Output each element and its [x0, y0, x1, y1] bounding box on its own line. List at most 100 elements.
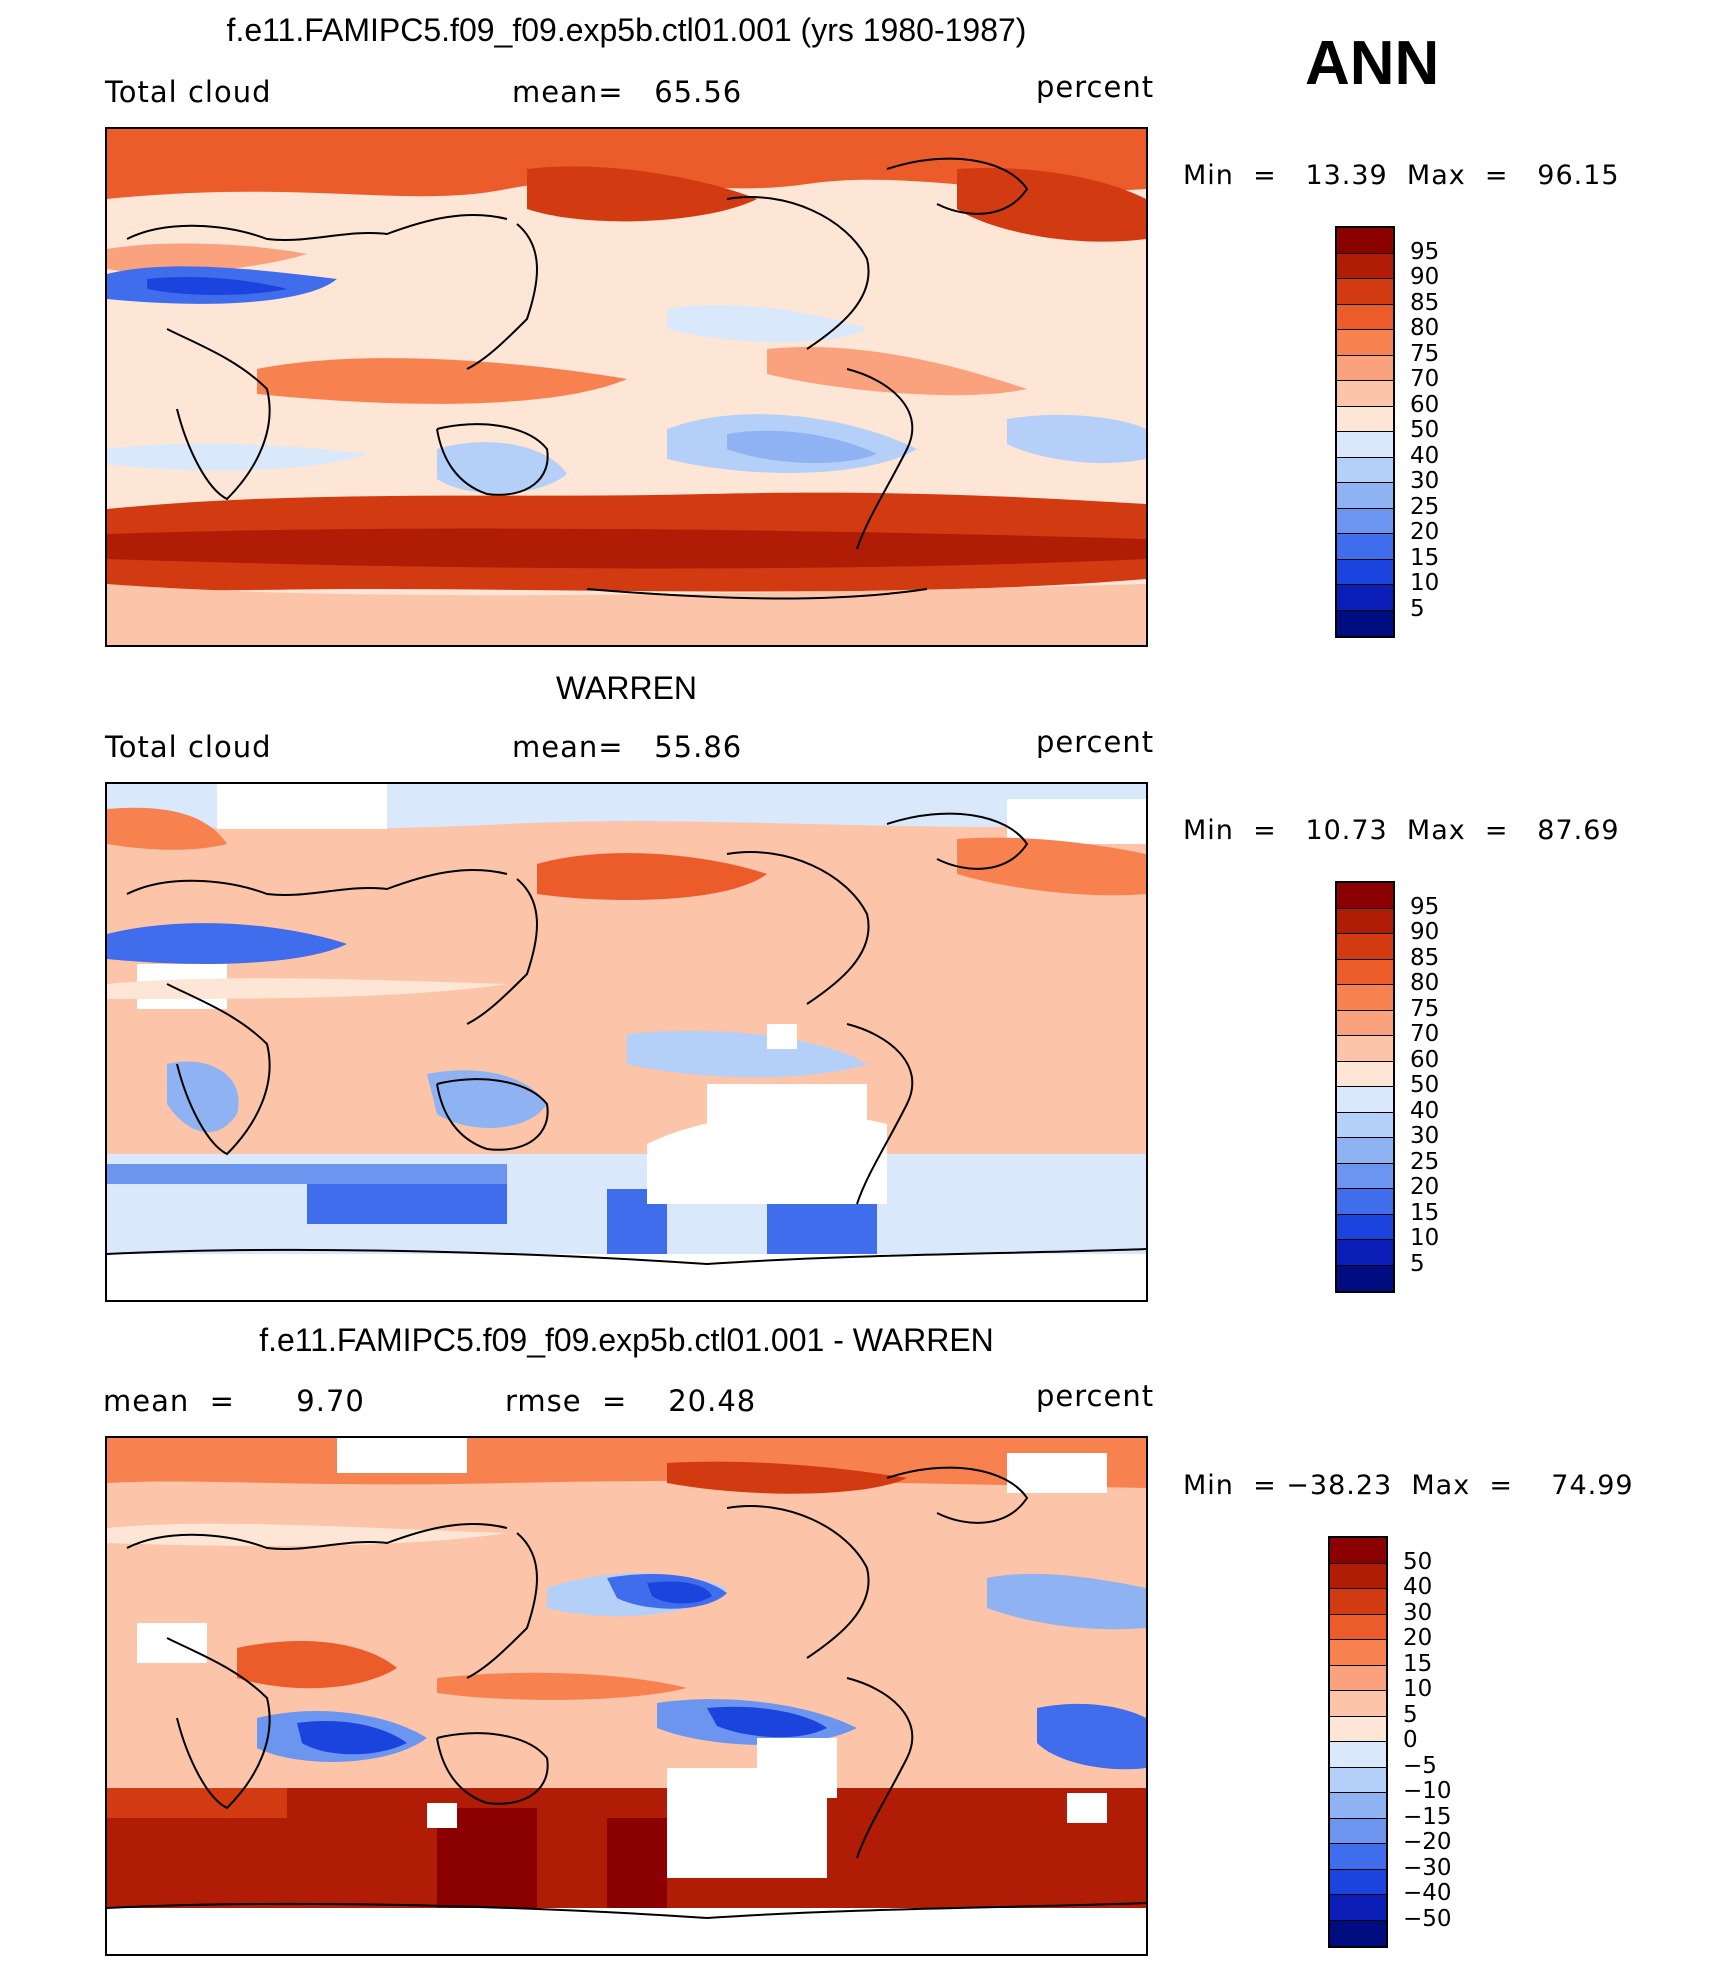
- season-label: ANN: [1305, 29, 1440, 98]
- panel-2-map-field: [107, 784, 1146, 1300]
- colorbar-segment: [1337, 1010, 1393, 1036]
- colorbar-tick-label: 90: [1410, 919, 1440, 945]
- colorbar-segment: [1337, 585, 1393, 611]
- panel-1-mean-label: mean= 65.56: [512, 75, 743, 109]
- panel-2-mean-label: mean= 55.86: [512, 730, 743, 764]
- colorbar-segment: [1337, 1087, 1393, 1113]
- colorbar-segment: [1330, 1716, 1386, 1742]
- colorbar-tick-label: −15: [1403, 1803, 1452, 1830]
- colorbar-segment: [1337, 1214, 1393, 1240]
- colorbar-tick-label: −5: [1403, 1752, 1437, 1779]
- panel-3-map: [105, 1436, 1148, 1956]
- colorbar-segment: [1337, 483, 1393, 509]
- colorbar-segment: [1337, 253, 1393, 279]
- colorbar-tick-label: 40: [1410, 1097, 1440, 1124]
- colorbar-segment: [1330, 1640, 1386, 1666]
- panel-3-rmse-label: rmse = 20.48: [505, 1384, 757, 1418]
- panel-1-units-label: percent: [1036, 70, 1155, 104]
- colorbar-segment: [1337, 1112, 1393, 1138]
- colorbar-tick-label: 75: [1410, 995, 1440, 1022]
- panel-3-units-label: percent: [1036, 1379, 1155, 1413]
- colorbar-segment: [1337, 508, 1393, 534]
- colorbar-tick-label: 0: [1403, 1727, 1418, 1753]
- colorbar-tick-label: 30: [1410, 468, 1440, 494]
- colorbar-tick-label: 25: [1410, 1148, 1440, 1175]
- colorbar-tick-label: 80: [1410, 315, 1440, 341]
- panel-1-colorbar: [1335, 226, 1395, 638]
- colorbar-tick-label: 95: [1410, 238, 1440, 265]
- colorbar-segment: [1337, 985, 1393, 1011]
- colorbar-segment: [1337, 908, 1393, 934]
- colorbar-segment: [1330, 1665, 1386, 1691]
- colorbar-tick-label: 90: [1410, 264, 1440, 290]
- colorbar-segment: [1337, 432, 1393, 458]
- colorbar-segment: [1330, 1538, 1386, 1564]
- colorbar-tick-label: 95: [1410, 893, 1440, 920]
- colorbar-segment: [1330, 1614, 1386, 1640]
- colorbar-segment: [1330, 1742, 1386, 1768]
- colorbar-segment: [1337, 457, 1393, 483]
- colorbar-tick-label: 10: [1410, 1225, 1440, 1251]
- colorbar-segment: [1330, 1895, 1386, 1921]
- colorbar-segment: [1337, 1240, 1393, 1266]
- colorbar-segment: [1337, 1036, 1393, 1062]
- colorbar-segment: [1337, 883, 1393, 909]
- colorbar-tick-label: 60: [1410, 1046, 1440, 1073]
- colorbar-tick-label: 85: [1410, 289, 1440, 316]
- colorbar-segment: [1330, 1767, 1386, 1793]
- colorbar-tick-label: 15: [1410, 1199, 1440, 1226]
- panel-1-map-field: [107, 129, 1146, 645]
- panel-2-colorbar: [1335, 881, 1395, 1293]
- colorbar-segment: [1337, 1138, 1393, 1164]
- colorbar-segment: [1337, 1061, 1393, 1087]
- colorbar-tick-label: 10: [1403, 1676, 1433, 1702]
- panel-2-title: WARREN: [555, 670, 698, 706]
- colorbar-tick-label: −10: [1403, 1778, 1452, 1804]
- colorbar-segment: [1337, 279, 1393, 305]
- colorbar-tick-label: 30: [1403, 1599, 1433, 1626]
- colorbar-segment: [1330, 1920, 1386, 1946]
- panel-2-variable-label: Total cloud: [105, 730, 272, 764]
- colorbar-tick-label: 60: [1410, 391, 1440, 418]
- colorbar-segment: [1330, 1589, 1386, 1615]
- colorbar-segment: [1337, 934, 1393, 960]
- panel-3-map-field: [107, 1438, 1146, 1954]
- colorbar-tick-label: 40: [1403, 1574, 1433, 1600]
- colorbar-segment: [1337, 228, 1393, 254]
- colorbar-tick-label: 50: [1410, 417, 1440, 443]
- colorbar-tick-label: 70: [1410, 1021, 1440, 1047]
- panel-3-title: f.e11.FAMIPC5.f09_f09.exp5b.ctl01.001 - …: [259, 1322, 994, 1358]
- colorbar-tick-label: −30: [1403, 1854, 1452, 1881]
- colorbar-tick-label: 20: [1403, 1625, 1433, 1651]
- panel-1-map: [105, 127, 1148, 647]
- colorbar-segment: [1337, 1265, 1393, 1291]
- colorbar-segment: [1337, 534, 1393, 560]
- colorbar-segment: [1337, 610, 1393, 636]
- colorbar-tick-label: 20: [1410, 519, 1440, 545]
- colorbar-tick-label: 50: [1403, 1548, 1433, 1575]
- colorbar-segment: [1337, 1163, 1393, 1189]
- colorbar-tick-label: 15: [1403, 1650, 1433, 1677]
- panel-2-map: [105, 782, 1148, 1302]
- panel-3-minmax: Min = −38.23 Max = 74.99: [1183, 1470, 1634, 1501]
- colorbar-tick-label: −20: [1403, 1829, 1452, 1855]
- colorbar-tick-label: 5: [1410, 1250, 1425, 1277]
- colorbar-tick-label: 85: [1410, 944, 1440, 971]
- colorbar-tick-label: 40: [1410, 442, 1440, 469]
- panel-1-minmax: Min = 13.39 Max = 96.15: [1183, 160, 1620, 191]
- colorbar-tick-label: 30: [1410, 1123, 1440, 1149]
- colorbar-tick-label: 70: [1410, 366, 1440, 392]
- colorbar-segment: [1337, 304, 1393, 330]
- colorbar-segment: [1337, 959, 1393, 985]
- panel-1-variable-label: Total cloud: [105, 75, 272, 109]
- colorbar-segment: [1337, 381, 1393, 407]
- colorbar-segment: [1330, 1818, 1386, 1844]
- colorbar-segment: [1330, 1793, 1386, 1819]
- colorbar-tick-label: −50: [1403, 1905, 1452, 1932]
- colorbar-tick-label: 75: [1410, 340, 1440, 367]
- panel-3-colorbar: [1328, 1536, 1388, 1948]
- colorbar-segment: [1337, 406, 1393, 432]
- colorbar-tick-label: 25: [1410, 493, 1440, 520]
- colorbar-segment: [1330, 1869, 1386, 1895]
- panel-2-units-label: percent: [1036, 725, 1155, 759]
